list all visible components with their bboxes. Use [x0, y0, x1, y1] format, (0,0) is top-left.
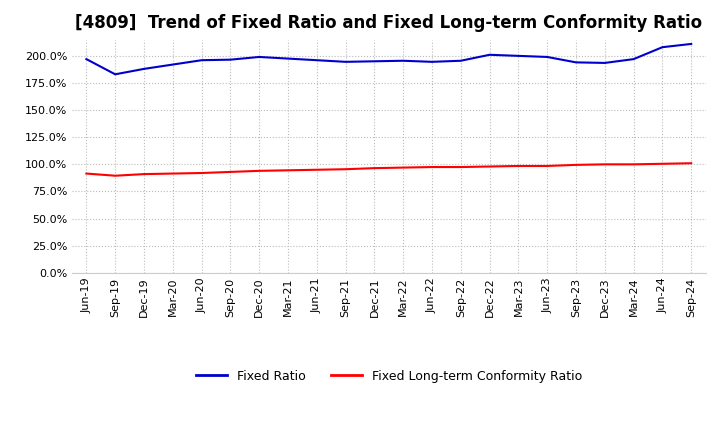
Fixed Ratio	[485, 52, 494, 58]
Fixed Long-term Conformity Ratio	[312, 167, 321, 172]
Fixed Long-term Conformity Ratio	[629, 161, 638, 167]
Fixed Ratio	[543, 54, 552, 59]
Fixed Ratio	[226, 57, 235, 62]
Fixed Long-term Conformity Ratio	[572, 162, 580, 168]
Fixed Long-term Conformity Ratio	[485, 164, 494, 169]
Fixed Long-term Conformity Ratio	[687, 161, 696, 166]
Fixed Long-term Conformity Ratio	[456, 165, 465, 170]
Fixed Ratio	[111, 72, 120, 77]
Fixed Ratio	[687, 41, 696, 47]
Fixed Long-term Conformity Ratio	[370, 165, 379, 171]
Fixed Ratio	[572, 60, 580, 65]
Title: [4809]  Trend of Fixed Ratio and Fixed Long-term Conformity Ratio: [4809] Trend of Fixed Ratio and Fixed Lo…	[75, 15, 703, 33]
Fixed Ratio	[82, 56, 91, 62]
Fixed Ratio	[255, 54, 264, 59]
Fixed Long-term Conformity Ratio	[514, 163, 523, 169]
Fixed Long-term Conformity Ratio	[543, 163, 552, 169]
Line: Fixed Ratio: Fixed Ratio	[86, 44, 691, 74]
Line: Fixed Long-term Conformity Ratio: Fixed Long-term Conformity Ratio	[86, 163, 691, 176]
Fixed Ratio	[428, 59, 436, 65]
Fixed Ratio	[399, 58, 408, 63]
Fixed Long-term Conformity Ratio	[111, 173, 120, 178]
Fixed Ratio	[284, 56, 292, 61]
Fixed Ratio	[514, 53, 523, 59]
Fixed Ratio	[341, 59, 350, 65]
Fixed Ratio	[197, 58, 206, 63]
Fixed Ratio	[456, 58, 465, 63]
Fixed Ratio	[600, 60, 609, 66]
Fixed Ratio	[312, 58, 321, 63]
Fixed Ratio	[370, 59, 379, 64]
Fixed Ratio	[658, 44, 667, 50]
Legend: Fixed Ratio, Fixed Long-term Conformity Ratio: Fixed Ratio, Fixed Long-term Conformity …	[191, 365, 587, 388]
Fixed Ratio	[629, 56, 638, 62]
Fixed Long-term Conformity Ratio	[600, 161, 609, 167]
Fixed Long-term Conformity Ratio	[226, 169, 235, 175]
Fixed Long-term Conformity Ratio	[197, 170, 206, 176]
Fixed Long-term Conformity Ratio	[168, 171, 177, 176]
Fixed Long-term Conformity Ratio	[658, 161, 667, 166]
Fixed Long-term Conformity Ratio	[255, 168, 264, 173]
Fixed Long-term Conformity Ratio	[82, 171, 91, 176]
Fixed Long-term Conformity Ratio	[140, 172, 148, 177]
Fixed Long-term Conformity Ratio	[428, 165, 436, 170]
Fixed Long-term Conformity Ratio	[341, 167, 350, 172]
Fixed Long-term Conformity Ratio	[284, 168, 292, 173]
Fixed Ratio	[168, 62, 177, 67]
Fixed Long-term Conformity Ratio	[399, 165, 408, 170]
Fixed Ratio	[140, 66, 148, 72]
